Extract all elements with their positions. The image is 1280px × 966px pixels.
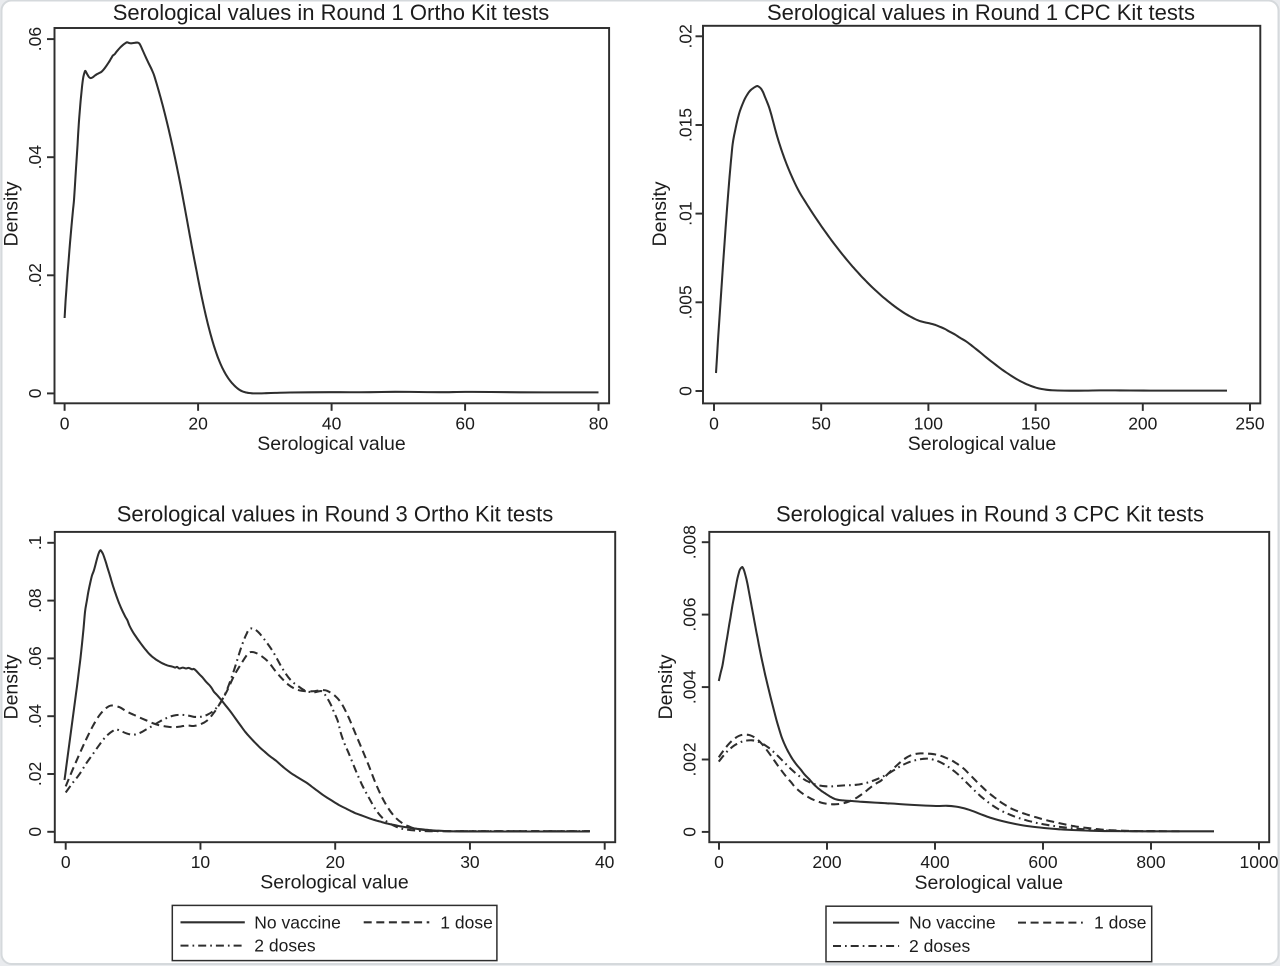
svg-text:0: 0 [61, 852, 71, 872]
svg-text:1 dose: 1 dose [1094, 913, 1147, 933]
svg-text:Serological value: Serological value [908, 433, 1057, 455]
svg-text:600: 600 [1028, 852, 1057, 872]
svg-text:.06: .06 [25, 27, 45, 51]
svg-text:150: 150 [1021, 413, 1050, 433]
svg-text:Serological value: Serological value [915, 872, 1064, 894]
svg-text:.002: .002 [680, 742, 700, 776]
svg-text:80: 80 [589, 413, 609, 433]
svg-text:0: 0 [714, 852, 724, 872]
svg-text:.02: .02 [25, 263, 45, 287]
svg-text:60: 60 [455, 413, 475, 433]
svg-text:20: 20 [188, 413, 208, 433]
svg-text:.02: .02 [25, 762, 45, 786]
svg-text:Serological values in Round 1: Serological values in Round 1 Ortho Kit … [113, 0, 550, 25]
svg-text:1 dose: 1 dose [440, 912, 493, 932]
svg-text:0: 0 [675, 386, 695, 396]
svg-text:No vaccine: No vaccine [254, 912, 341, 932]
svg-text:200: 200 [812, 852, 841, 872]
svg-text:Density: Density [649, 181, 671, 246]
svg-text:.008: .008 [680, 525, 700, 559]
svg-text:0: 0 [60, 413, 70, 433]
svg-text:40: 40 [322, 413, 342, 433]
svg-text:Serological value: Serological value [257, 433, 406, 455]
svg-text:800: 800 [1136, 852, 1165, 872]
svg-text:Density: Density [655, 654, 677, 719]
svg-text:Density: Density [0, 181, 22, 246]
svg-text:.02: .02 [675, 24, 695, 48]
svg-text:2 doses: 2 doses [909, 936, 971, 956]
svg-text:250: 250 [1235, 413, 1264, 433]
svg-text:.005: .005 [675, 285, 695, 319]
svg-text:30: 30 [460, 852, 480, 872]
svg-text:.01: .01 [675, 201, 695, 225]
svg-text:Serological values in Round 1: Serological values in Round 1 CPC Kit te… [767, 0, 1195, 25]
svg-text:Density: Density [1, 654, 23, 719]
svg-text:40: 40 [595, 852, 615, 872]
svg-text:Serological values in Round 3: Serological values in Round 3 Ortho Kit … [117, 502, 554, 527]
svg-text:2 doses: 2 doses [254, 936, 316, 956]
svg-text:400: 400 [920, 852, 949, 872]
svg-text:Serological values in Round 3: Serological values in Round 3 CPC Kit te… [776, 502, 1204, 527]
svg-text:.004: .004 [680, 670, 700, 704]
svg-text:100: 100 [914, 413, 943, 433]
svg-text:.006: .006 [680, 598, 700, 632]
svg-text:.015: .015 [675, 108, 695, 142]
svg-text:1000: 1000 [1240, 852, 1279, 872]
svg-text:.08: .08 [25, 588, 45, 612]
svg-text:200: 200 [1128, 413, 1157, 433]
svg-text:No vaccine: No vaccine [909, 913, 996, 933]
svg-text:20: 20 [325, 852, 345, 872]
svg-text:10: 10 [191, 852, 211, 872]
svg-text:0: 0 [709, 413, 719, 433]
svg-text:0: 0 [25, 827, 45, 837]
svg-text:.04: .04 [25, 704, 45, 729]
svg-text:50: 50 [811, 413, 831, 433]
svg-text:0: 0 [680, 827, 700, 837]
svg-text:Serological value: Serological value [260, 872, 409, 894]
svg-text:.1: .1 [25, 535, 45, 550]
svg-text:.04: .04 [25, 145, 45, 170]
svg-text:0: 0 [25, 388, 45, 398]
svg-text:.06: .06 [25, 646, 45, 670]
